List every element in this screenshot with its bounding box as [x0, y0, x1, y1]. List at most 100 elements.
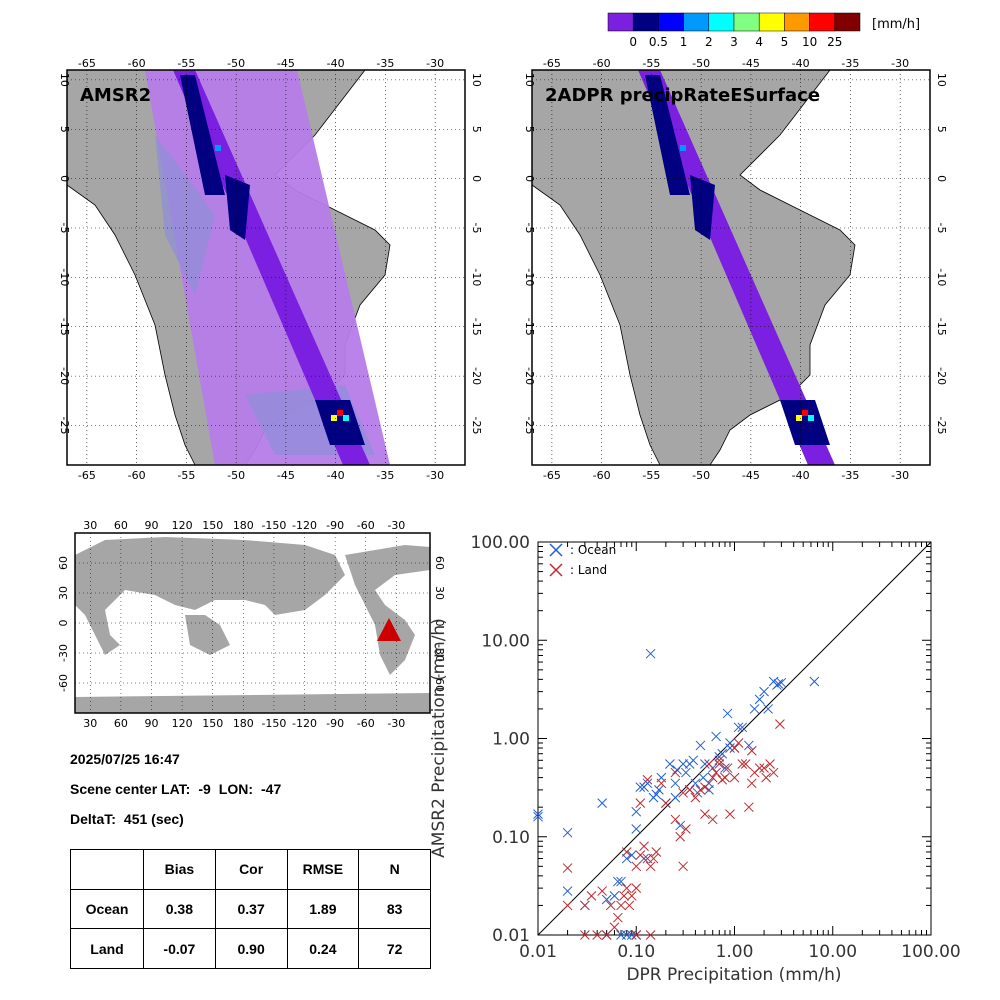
table-header-cell: Bias: [143, 849, 216, 890]
map-lon-label: -60: [593, 469, 611, 482]
scatter-point-stroke: [700, 809, 710, 819]
scatter-point-stroke: [690, 792, 701, 803]
dpr-map-panel: -65-65-60-60-55-55-50-50-45-45-40-40-35-…: [523, 57, 948, 482]
scatter-point: [690, 778, 701, 789]
scatter-point: [533, 809, 543, 819]
delta-time-label: DeltaT:: [70, 811, 116, 827]
map-lon-label: -40: [792, 57, 810, 70]
scatter-point: [746, 745, 757, 756]
map-lon-label: -30: [891, 469, 909, 482]
scatter-point: [776, 677, 787, 688]
heavy-rain-band: [645, 75, 690, 195]
rain-cell: [331, 415, 337, 421]
scatter-point-stroke: [562, 827, 573, 838]
delta-time-value: 451 (sec): [123, 811, 184, 827]
scatter-point-stroke: [714, 755, 725, 766]
scatter-point: [765, 759, 775, 769]
map-lon-label: -45: [742, 469, 760, 482]
scatter-point: [624, 900, 635, 911]
scatter-point: [660, 798, 671, 808]
heavy-rain-band: [780, 400, 830, 445]
scatter-point-stroke: [725, 738, 735, 748]
scatter-point: [665, 759, 675, 769]
scatter-point: [601, 894, 612, 905]
scatter-point-stroke: [616, 876, 626, 887]
world-lon-label: 180: [233, 519, 254, 532]
scatter-point: [763, 704, 773, 714]
scatter-point: [670, 814, 681, 825]
scatter-point: [754, 694, 765, 705]
scatter-point-stroke: [592, 930, 603, 940]
scatter-point: [737, 722, 748, 733]
scatter-point-stroke: [631, 806, 642, 817]
rain-cell: [802, 410, 808, 416]
scatter-point: [635, 798, 646, 808]
scatter-point-stroke: [711, 767, 721, 778]
scatter-point-stroke: [744, 740, 754, 751]
scatter-point: [645, 930, 656, 940]
scatter-point-stroke: [700, 759, 710, 769]
scatter-legend: : Ocean: Land: [549, 543, 616, 577]
scatter-point-stroke: [533, 809, 543, 819]
scatter-point: [562, 863, 573, 873]
map-lon-label: -50: [692, 57, 710, 70]
map-lon-label: -50: [692, 469, 710, 482]
world-lon-label: -60: [357, 519, 375, 532]
colorbar-swatch: [809, 12, 836, 32]
scatter-point: [729, 743, 740, 753]
scatter-point-stroke: [635, 850, 646, 860]
world-lat-label: 60: [433, 556, 446, 570]
world-map-land: [75, 537, 430, 713]
scatter-point-stroke: [645, 930, 656, 940]
scatter-point-stroke: [700, 782, 710, 792]
map-lat-label: -20: [935, 367, 948, 385]
table-cell: 0.38: [143, 888, 216, 930]
colorbar-swatch: [834, 12, 861, 32]
scatter-point-stroke: [642, 774, 653, 785]
scatter-point-stroke: [809, 676, 820, 687]
map-lat-label: -20: [523, 367, 536, 385]
legend-marker: [549, 543, 563, 557]
map-lat-label: -10: [935, 268, 948, 286]
scatter-point-stroke: [648, 853, 659, 864]
scatter-point: [768, 767, 779, 778]
map-lon-label: -55: [177, 57, 195, 70]
world-lon-label: -30: [387, 519, 405, 532]
world-lon-label: 60: [114, 519, 128, 532]
scatter-point-stroke: [613, 912, 623, 923]
map-lon-label: -65: [78, 469, 96, 482]
scatter-point-stroke: [725, 809, 735, 819]
colorbar-tick-label: 0.5: [649, 35, 668, 49]
table-cell: Land: [70, 928, 144, 969]
scatter-point-stroke: [621, 883, 632, 893]
colorbar-tick-label: 1: [680, 35, 688, 49]
world-lon-label: 30: [83, 717, 97, 730]
scatter-point: [737, 759, 748, 769]
map-lon-label: -40: [792, 469, 810, 482]
heavy-rain-band: [690, 175, 715, 240]
scatter-point: [711, 767, 721, 778]
scatter-point-stroke: [616, 900, 626, 911]
scatter-point: [720, 772, 730, 783]
rain-cell: [343, 415, 349, 421]
heavy-rain-band: [180, 75, 225, 195]
scatter-point-stroke: [684, 785, 695, 795]
scatter-point: [533, 811, 543, 822]
scatter-point-stroke: [616, 930, 626, 940]
world-lon-label: 90: [145, 717, 159, 730]
colorbar-swatch: [632, 12, 659, 32]
legend-marker: [549, 563, 563, 577]
scatter-point-stroke: [654, 785, 664, 795]
dpr-map-tick-labels: -65-65-60-60-55-55-50-50-45-45-40-40-35-…: [523, 57, 948, 482]
scatter-point-stroke: [678, 787, 688, 798]
scatter-point-stroke: [597, 886, 608, 896]
map-lat-label: -25: [470, 417, 483, 435]
map-lon-label: -45: [277, 469, 295, 482]
colorbar: 0 0.5 1 2 3 4 5 10 25 [mm/h]: [607, 12, 920, 49]
table-cell: Ocean: [70, 888, 144, 930]
world-locator-map: 30 30 60 60 90 90 120 120 150 150 180 180 -150 -150 -1…: [57, 519, 446, 730]
scatter-point: [645, 648, 656, 659]
map-lat-label: 5: [935, 126, 948, 133]
colorbar-swatch: [784, 12, 810, 32]
map-lat-label: 10: [470, 73, 483, 87]
